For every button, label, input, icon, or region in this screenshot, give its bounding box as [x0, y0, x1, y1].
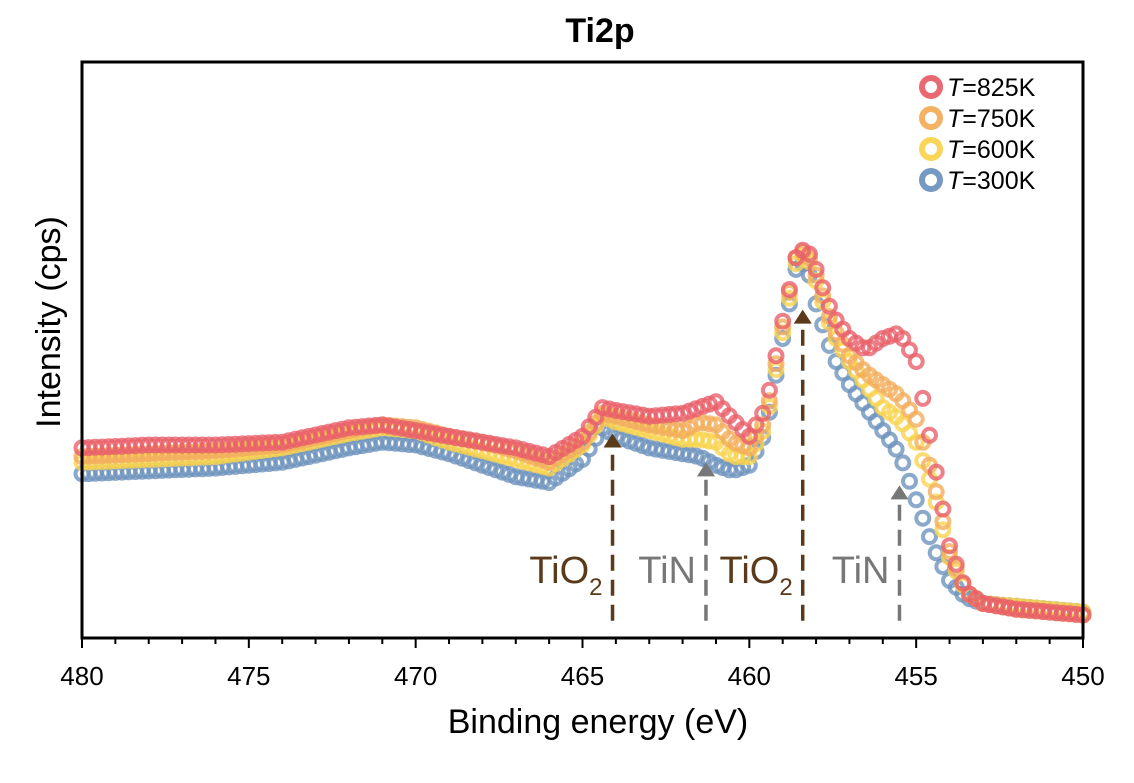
data-point [941, 543, 958, 561]
legend-label: T=300K [947, 167, 1036, 195]
annotation-tin-1: TiN [638, 462, 715, 621]
x-tick-label: 465 [561, 661, 604, 691]
x-tick-label: 470 [394, 661, 437, 691]
data-point [760, 381, 778, 399]
annotation-label: TiN [832, 550, 890, 592]
data-point [887, 440, 905, 458]
data-point [780, 281, 798, 298]
data-point [934, 500, 952, 518]
data-point [927, 483, 945, 501]
data-point [901, 472, 918, 490]
legend-marker [919, 106, 943, 130]
x-tick-label: 460 [728, 661, 771, 691]
x-tick-label: 455 [894, 661, 937, 691]
x-tick-label: 450 [1061, 661, 1104, 691]
data-point [700, 432, 718, 450]
x-tick-label: 475 [227, 661, 270, 691]
series-layer [73, 241, 1092, 624]
data-point [807, 266, 825, 284]
annotation-label: TiO2 [529, 550, 602, 601]
data-point [907, 353, 925, 370]
data-point [800, 245, 818, 263]
data-point [760, 392, 778, 410]
legend-marker [919, 75, 943, 99]
annotation-arrow-head [890, 485, 909, 500]
data-point [907, 410, 925, 428]
data-point [914, 509, 932, 527]
data-point [941, 537, 958, 555]
data-point [894, 454, 912, 472]
data-point [807, 260, 825, 278]
data-point [700, 415, 718, 433]
legend-item-300k: T=300K [919, 167, 1036, 195]
data-point [767, 355, 785, 373]
legend-marker [919, 137, 943, 161]
data-point [947, 555, 965, 573]
data-point [820, 297, 838, 315]
chart-title: Ti2p [565, 12, 634, 50]
data-point [921, 426, 938, 444]
annotation-tin-3: TiN [832, 485, 909, 621]
annotation-label: TiN [638, 550, 696, 592]
data-point [774, 312, 792, 330]
x-tick-label: 480 [60, 661, 103, 691]
legend-label: T=600K [947, 136, 1036, 164]
annotation-arrow-head [603, 433, 622, 448]
annotation-tio2-0: TiO2 [529, 433, 622, 621]
data-point [921, 528, 938, 546]
annotation-tio2-2: TiO2 [720, 309, 812, 621]
data-point [767, 347, 785, 365]
data-point [927, 463, 945, 481]
data-point [814, 279, 832, 297]
y-axis-label: Intensity (cps) [30, 216, 68, 428]
legend-label: T=825K [947, 74, 1036, 102]
data-point [774, 318, 792, 336]
legend-item-750k: T=750K [919, 105, 1036, 133]
annotation-arrow-head [696, 462, 715, 477]
legend-label: T=750K [947, 105, 1036, 133]
legend-item-600k: T=600K [919, 136, 1036, 164]
x-axis-label: Binding energy (eV) [448, 703, 749, 741]
data-point [780, 289, 798, 307]
data-point [914, 389, 932, 407]
x-axis-ticks: 480 475 470 465 460 455 450 [60, 638, 1105, 691]
data-point [907, 433, 925, 451]
series-825k [73, 241, 1092, 624]
data-point [907, 491, 925, 509]
annotation-layer: TiO2 TiN TiO2 TiN [529, 309, 909, 621]
data-point [927, 544, 945, 562]
annotation-label: TiO2 [720, 550, 793, 601]
data-point [754, 404, 772, 422]
data-point [934, 521, 952, 539]
legend-marker [919, 168, 943, 192]
legend: T=825K T=750K T=600K T=300K [919, 74, 1036, 195]
legend-item-825k: T=825K [919, 74, 1036, 102]
annotation-arrow-head [793, 309, 812, 324]
